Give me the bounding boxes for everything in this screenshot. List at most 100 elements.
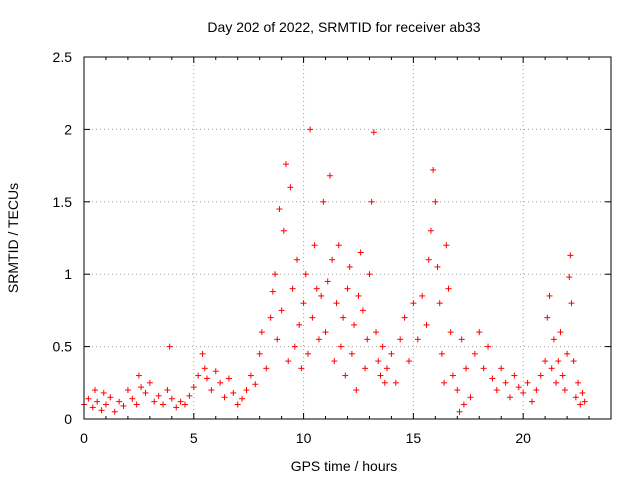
- data-point: [267, 314, 274, 321]
- data-point: [443, 242, 450, 249]
- data-point: [570, 358, 577, 365]
- data-point: [311, 242, 318, 249]
- data-point: [111, 408, 118, 415]
- data-point: [489, 375, 496, 382]
- data-point: [493, 387, 500, 394]
- data-point: [471, 350, 478, 357]
- data-point: [258, 329, 265, 336]
- data-point: [166, 343, 173, 350]
- data-point: [269, 288, 276, 295]
- data-point: [296, 321, 303, 328]
- data-point: [397, 336, 404, 343]
- y-tick-label: 2.5: [53, 49, 73, 65]
- data-point: [346, 263, 353, 270]
- data-point: [432, 198, 439, 205]
- data-point: [430, 166, 437, 173]
- data-point: [528, 398, 535, 405]
- data-point: [329, 256, 336, 263]
- data-point: [274, 336, 281, 343]
- data-point: [434, 263, 441, 270]
- chart-title: Day 202 of 2022, SRMTID for receiver ab3…: [207, 19, 480, 35]
- data-point: [458, 336, 465, 343]
- data-point: [357, 249, 364, 256]
- data-point: [559, 372, 566, 379]
- data-point: [89, 404, 96, 411]
- data-point: [186, 392, 193, 399]
- data-point: [436, 300, 443, 307]
- data-point: [322, 329, 329, 336]
- data-point: [309, 314, 316, 321]
- data-point: [381, 379, 388, 386]
- data-point: [366, 271, 373, 278]
- data-point: [553, 379, 560, 386]
- data-point: [208, 387, 215, 394]
- data-point: [368, 198, 375, 205]
- data-point: [373, 329, 380, 336]
- data-point: [344, 285, 351, 292]
- data-point: [546, 292, 553, 299]
- ticks: 0 5 10 15 20 0 0.5 1 1.5 2 2.5: [53, 49, 611, 446]
- data-point: [164, 387, 171, 394]
- y-tick-label: 0.5: [53, 339, 73, 355]
- data-point: [335, 242, 342, 249]
- x-tick-label: 10: [296, 430, 312, 446]
- data-point: [364, 336, 371, 343]
- data-point: [289, 285, 296, 292]
- data-point: [173, 404, 180, 411]
- data-point: [506, 394, 513, 401]
- data-point: [107, 394, 114, 401]
- data-point: [441, 379, 448, 386]
- data-point: [280, 227, 287, 234]
- data-point: [480, 365, 487, 372]
- data-point: [120, 402, 127, 409]
- data-point: [568, 300, 575, 307]
- data-point: [388, 350, 395, 357]
- data-point: [177, 398, 184, 405]
- data-point: [414, 336, 421, 343]
- data-point: [337, 343, 344, 350]
- data-point: [243, 387, 250, 394]
- data-point: [212, 368, 219, 375]
- data-point: [201, 365, 208, 372]
- data-point: [375, 358, 382, 365]
- data-point: [291, 343, 298, 350]
- data-point: [377, 372, 384, 379]
- data-point: [239, 395, 246, 402]
- y-axis-label: SRMTID / TECUs: [5, 183, 21, 293]
- y-tick-label: 2: [64, 121, 72, 137]
- data-point: [102, 401, 109, 408]
- data-point: [285, 358, 292, 365]
- data-point: [124, 387, 131, 394]
- data-point: [498, 365, 505, 372]
- data-point: [566, 274, 573, 281]
- data-point: [247, 372, 254, 379]
- data-point: [425, 256, 432, 263]
- data-point: [331, 358, 338, 365]
- x-tick-label: 5: [190, 430, 198, 446]
- data-points: [81, 126, 588, 415]
- data-point: [456, 408, 463, 415]
- data-point: [146, 379, 153, 386]
- data-point: [401, 314, 408, 321]
- data-point: [142, 389, 149, 396]
- data-point: [203, 375, 210, 382]
- data-point: [283, 161, 290, 168]
- x-tick-label: 20: [515, 430, 531, 446]
- data-point: [405, 358, 412, 365]
- data-point: [340, 314, 347, 321]
- data-point: [447, 329, 454, 336]
- data-point: [318, 292, 325, 299]
- data-point: [533, 387, 540, 394]
- data-point: [550, 336, 557, 343]
- y-tick-label: 1: [64, 266, 72, 282]
- data-point: [581, 398, 588, 405]
- data-point: [515, 384, 522, 391]
- data-point: [129, 395, 136, 402]
- data-point: [182, 401, 189, 408]
- data-point: [333, 300, 340, 307]
- data-point: [225, 375, 232, 382]
- x-tick-label: 15: [406, 430, 422, 446]
- data-point: [564, 350, 571, 357]
- data-point: [410, 300, 417, 307]
- data-point: [467, 394, 474, 401]
